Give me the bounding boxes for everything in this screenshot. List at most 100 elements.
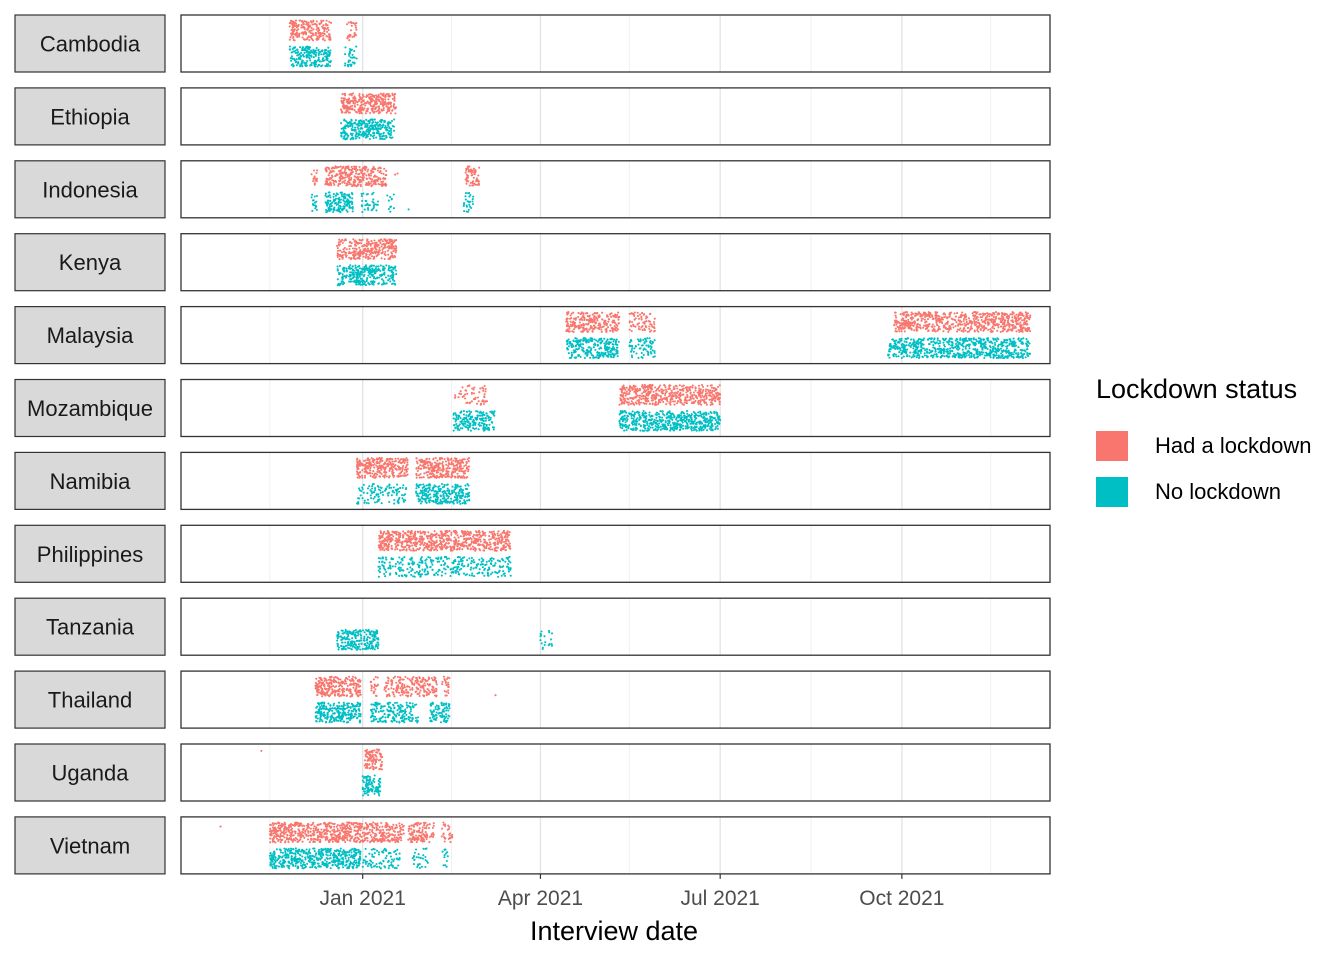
point-had-lockdown [655, 393, 658, 396]
point-no-lockdown [383, 272, 386, 275]
point-had-lockdown [587, 319, 590, 322]
point-had-lockdown [375, 248, 378, 251]
point-had-lockdown [477, 174, 480, 177]
point-no-lockdown [372, 131, 375, 134]
point-had-lockdown [473, 169, 476, 173]
point-had-lockdown [381, 248, 384, 251]
point-no-lockdown [582, 338, 585, 341]
point-had-lockdown [988, 315, 991, 318]
point-had-lockdown [464, 393, 467, 396]
point-had-lockdown [653, 317, 656, 320]
point-had-lockdown [386, 249, 390, 252]
facet-strip-ethiopia [14, 87, 166, 146]
point-had-lockdown [1015, 317, 1018, 320]
point-had-lockdown [470, 400, 473, 403]
point-no-lockdown [614, 343, 617, 346]
point-no-lockdown [312, 199, 315, 202]
point-had-lockdown [363, 107, 366, 110]
point-had-lockdown [895, 316, 898, 319]
point-no-lockdown [983, 345, 986, 348]
point-had-lockdown [309, 32, 312, 35]
point-had-lockdown [372, 105, 376, 108]
point-no-lockdown [463, 210, 466, 213]
point-had-lockdown [331, 175, 334, 178]
point-no-lockdown [392, 125, 395, 128]
point-no-lockdown [294, 49, 297, 52]
point-had-lockdown [379, 92, 382, 95]
point-had-lockdown [384, 177, 387, 180]
point-had-lockdown [289, 22, 292, 25]
point-no-lockdown [566, 348, 569, 351]
point-no-lockdown [304, 47, 307, 50]
point-had-lockdown [326, 24, 329, 27]
point-had-lockdown [654, 400, 657, 404]
point-no-lockdown [366, 124, 369, 127]
point-had-lockdown [895, 330, 898, 333]
point-had-lockdown [382, 180, 385, 183]
point-had-lockdown [962, 330, 965, 333]
point-had-lockdown [295, 32, 298, 35]
point-no-lockdown [1013, 343, 1016, 346]
point-had-lockdown [694, 395, 698, 398]
point-had-lockdown [345, 184, 348, 187]
point-no-lockdown [299, 46, 302, 49]
point-no-lockdown [937, 351, 940, 354]
point-had-lockdown [365, 102, 368, 105]
point-had-lockdown [319, 31, 322, 34]
point-had-lockdown [705, 388, 708, 391]
point-had-lockdown [472, 388, 475, 391]
point-no-lockdown [1011, 343, 1014, 346]
point-no-lockdown [923, 354, 926, 357]
point-no-lockdown [892, 344, 895, 347]
point-no-lockdown [377, 265, 380, 268]
point-had-lockdown [972, 317, 975, 320]
point-no-lockdown [997, 338, 1000, 341]
point-no-lockdown [360, 205, 364, 208]
point-no-lockdown [1012, 353, 1015, 356]
point-had-lockdown [471, 169, 474, 172]
point-no-lockdown [349, 271, 352, 274]
point-had-lockdown [680, 389, 683, 392]
point-had-lockdown [588, 317, 592, 320]
point-had-lockdown [942, 330, 945, 333]
point-had-lockdown [640, 398, 643, 401]
point-had-lockdown [367, 249, 370, 252]
point-had-lockdown [632, 313, 635, 316]
point-had-lockdown [329, 171, 332, 174]
point-had-lockdown [362, 95, 365, 98]
point-no-lockdown [596, 343, 599, 346]
point-had-lockdown [335, 166, 338, 169]
point-had-lockdown [962, 317, 965, 321]
point-had-lockdown [594, 326, 597, 329]
point-had-lockdown [348, 181, 351, 184]
point-had-lockdown [952, 326, 955, 329]
point-no-lockdown [1028, 352, 1031, 355]
point-had-lockdown [933, 325, 936, 328]
point-no-lockdown [991, 342, 994, 345]
point-no-lockdown [922, 339, 925, 342]
point-had-lockdown [384, 98, 387, 101]
point-no-lockdown [373, 268, 376, 271]
point-had-lockdown [1001, 330, 1004, 333]
point-no-lockdown [295, 64, 298, 67]
point-had-lockdown [390, 243, 394, 246]
point-had-lockdown [355, 170, 358, 173]
point-no-lockdown [1025, 338, 1028, 341]
point-no-lockdown [929, 354, 933, 358]
point-no-lockdown [361, 127, 364, 130]
point-had-lockdown [317, 32, 320, 35]
point-no-lockdown [576, 348, 579, 351]
point-no-lockdown [353, 62, 356, 65]
point-had-lockdown [621, 388, 624, 391]
point-no-lockdown [365, 130, 368, 133]
point-no-lockdown [903, 351, 906, 354]
point-had-lockdown [632, 388, 635, 391]
point-no-lockdown [336, 284, 339, 287]
point-had-lockdown [586, 314, 589, 318]
point-had-lockdown [328, 20, 331, 23]
point-no-lockdown [351, 125, 354, 129]
point-no-lockdown [631, 356, 634, 359]
point-had-lockdown [341, 167, 344, 170]
point-had-lockdown [694, 389, 697, 392]
point-no-lockdown [988, 345, 992, 348]
